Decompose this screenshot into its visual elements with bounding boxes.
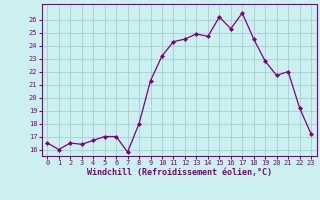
- X-axis label: Windchill (Refroidissement éolien,°C): Windchill (Refroidissement éolien,°C): [87, 168, 272, 177]
